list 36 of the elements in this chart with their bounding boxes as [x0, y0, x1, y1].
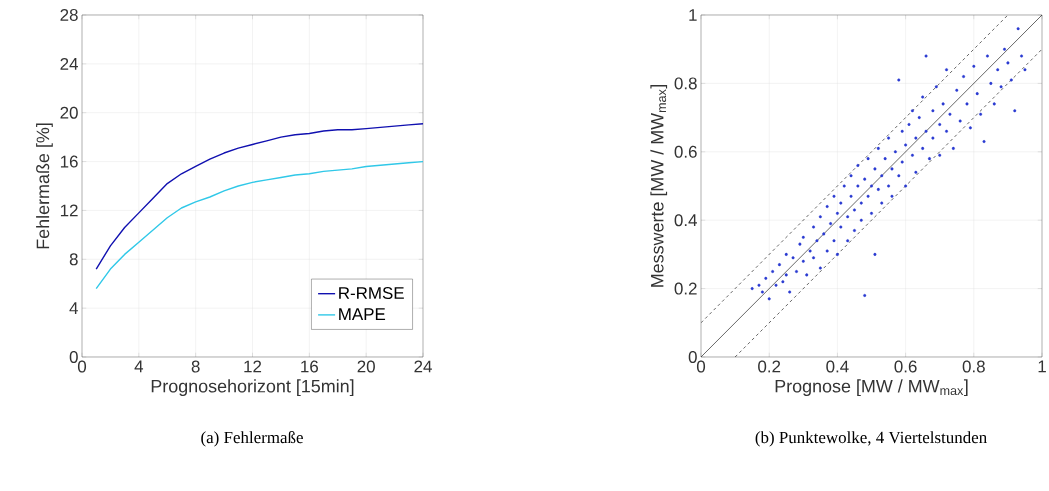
y-tick-label: 4 — [69, 302, 78, 314]
text: (b) Punktewolke, 4 Viertelstunden — [755, 431, 987, 447]
line-series — [95, 123, 423, 270]
text: (a) Fehlermaße — [201, 431, 303, 447]
x-tick-label: 0.4 — [826, 360, 849, 373]
x-tick-label: 0.6 — [894, 360, 917, 373]
legend-label: R-RMSE — [339, 287, 404, 300]
x-tick-label: 0.2 — [758, 360, 781, 373]
y-tick-label: 16 — [60, 155, 78, 168]
y-axis-title: Fehlermaße [%] — [36, 123, 53, 249]
x-tick-label: 0.8 — [962, 360, 985, 373]
y-tick-label: 28 — [60, 9, 78, 21]
x-tick-label: 16 — [301, 360, 318, 373]
y-tick-label: 0.2 — [674, 282, 697, 295]
y-tick-label: 0.6 — [674, 145, 697, 158]
x-axis-title: Prognose [MW / MW$_{max}$] — [775, 379, 968, 397]
y-tick-label: 8 — [69, 253, 78, 266]
y-tick-label: 0.4 — [674, 214, 697, 227]
y-axis-title: Messwerte [MW / MW$_{max}$] — [650, 85, 668, 287]
x-tick-label: 12 — [244, 360, 262, 373]
x-tick-label: 8 — [191, 360, 200, 373]
y-tick-label: 24 — [60, 57, 78, 70]
x-tick-label: 1 — [1038, 360, 1046, 373]
legend-label: MAPE — [339, 308, 386, 320]
x-tick-label: 24 — [414, 360, 432, 373]
y-tick-label: 0 — [69, 351, 78, 363]
y-tick-label: 0.8 — [674, 77, 697, 90]
y-tick-label: 0 — [688, 351, 697, 363]
x-tick-label: 4 — [134, 360, 144, 373]
x-tick-label: 20 — [357, 360, 375, 373]
x-tick-label: 0 — [77, 360, 87, 373]
x-axis-title: Prognosehorizont [15min] — [151, 379, 354, 397]
y-tick-label: 20 — [60, 106, 78, 119]
y-tick-label: 1 — [689, 9, 697, 21]
y-tick-label: 12 — [60, 204, 78, 217]
x-tick-label: 0 — [696, 360, 706, 373]
